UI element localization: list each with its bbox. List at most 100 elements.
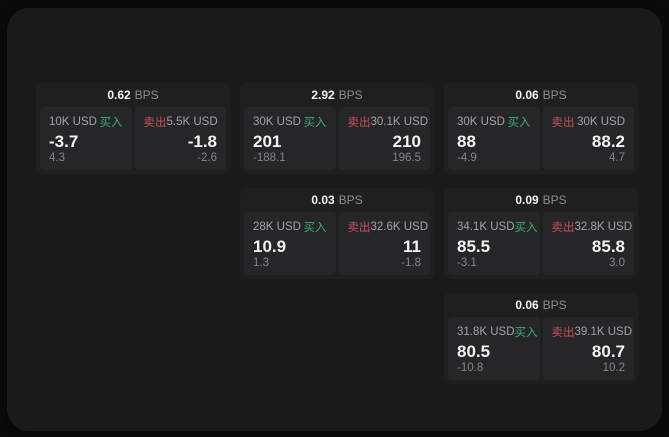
buy-label: 买入 — [514, 327, 538, 339]
bps-unit-label: BPS — [338, 193, 363, 207]
buy-label: 买入 — [99, 117, 123, 129]
card-header: 0.09 BPS — [444, 188, 638, 212]
sell-quote-panel[interactable]: 卖出 32.8K USD 85.8 3.0 — [542, 212, 634, 275]
card-header: 0.06 BPS — [444, 293, 638, 317]
sell-label: 卖出 — [347, 117, 371, 129]
buy-price: 85.5 — [457, 236, 491, 256]
buy-size: 30K USD — [457, 116, 505, 128]
buy-price: 10.9 — [253, 236, 287, 256]
sell-change: 3.0 — [609, 257, 625, 269]
buy-label: 买入 — [507, 117, 531, 129]
buy-quote-panel[interactable]: 30K USD 买入 88 -4.9 — [448, 107, 540, 170]
buy-label: 买入 — [514, 222, 538, 234]
buy-label: 买入 — [303, 117, 327, 129]
buy-label: 买入 — [303, 222, 327, 234]
card-header: 2.92 BPS — [240, 83, 434, 107]
sell-top-row: 卖出 5.5K USD — [144, 114, 218, 130]
quote-card[interactable]: 0.06 BPS 31.8K USD 买入 80.5 -10.8 卖出 39.1… — [444, 293, 638, 384]
card-body: 30K USD 买入 201 -188.1 卖出 30.1K USD 210 1… — [240, 107, 434, 174]
buy-quote-panel[interactable]: 30K USD 买入 201 -188.1 — [244, 107, 336, 170]
sell-label: 卖出 — [347, 222, 371, 234]
buy-top-row: 28K USD 买入 — [253, 219, 327, 235]
sell-size: 30.1K USD — [370, 116, 429, 128]
sell-quote-panel[interactable]: 卖出 30.1K USD 210 196.5 — [338, 107, 430, 170]
quote-card[interactable]: 0.06 BPS 30K USD 买入 88 -4.9 卖出 30K USD — [444, 83, 638, 174]
bps-value: 0.03 — [311, 193, 335, 207]
buy-change: -3.1 — [457, 257, 477, 269]
buy-top-row: 31.8K USD 买入 — [457, 324, 538, 340]
buy-quote-panel[interactable]: 34.1K USD 买入 85.5 -3.1 — [448, 212, 540, 275]
sell-change: -1.8 — [401, 257, 421, 269]
sell-quote-panel[interactable]: 卖出 39.1K USD 80.7 10.2 — [542, 317, 634, 380]
bps-value: 2.92 — [311, 88, 335, 102]
buy-size: 30K USD — [253, 116, 301, 128]
buy-size: 10K USD — [49, 116, 97, 128]
sell-size: 32.6K USD — [370, 221, 429, 233]
sell-top-row: 卖出 32.6K USD — [347, 219, 429, 235]
sell-change: 196.5 — [392, 152, 421, 164]
sell-top-row: 卖出 39.1K USD — [551, 324, 633, 340]
sell-change: 4.7 — [609, 152, 625, 164]
sell-label: 卖出 — [551, 222, 575, 234]
quote-card[interactable]: 2.92 BPS 30K USD 买入 201 -188.1 卖出 30.1K … — [240, 83, 434, 174]
card-body: 34.1K USD 买入 85.5 -3.1 卖出 32.8K USD 85.8… — [444, 212, 638, 279]
buy-quote-panel[interactable]: 31.8K USD 买入 80.5 -10.8 — [448, 317, 540, 380]
card-header: 0.06 BPS — [444, 83, 638, 107]
bps-unit-label: BPS — [134, 88, 159, 102]
card-header: 0.03 BPS — [240, 188, 434, 212]
bps-unit-label: BPS — [542, 193, 567, 207]
buy-price: 88 — [457, 131, 476, 151]
buy-change: -188.1 — [253, 152, 286, 164]
buy-change: 4.3 — [49, 152, 65, 164]
buy-quote-panel[interactable]: 10K USD 买入 -3.7 4.3 — [40, 107, 132, 170]
sell-quote-panel[interactable]: 卖出 32.6K USD 11 -1.8 — [338, 212, 430, 275]
sell-change: -2.6 — [197, 152, 217, 164]
card-header: 0.62 BPS — [36, 83, 230, 107]
sell-top-row: 卖出 30K USD — [552, 114, 626, 130]
sell-change: 10.2 — [602, 362, 625, 374]
card-body: 28K USD 买入 10.9 1.3 卖出 32.6K USD 11 -1.8 — [240, 212, 434, 279]
sell-quote-panel[interactable]: 卖出 30K USD 88.2 4.7 — [542, 107, 634, 170]
buy-price: -3.7 — [49, 131, 79, 151]
quote-card[interactable]: 0.09 BPS 34.1K USD 买入 85.5 -3.1 卖出 32.8K… — [444, 188, 638, 279]
card-body: 31.8K USD 买入 80.5 -10.8 卖出 39.1K USD 80.… — [444, 317, 638, 384]
sell-price: 85.8 — [591, 236, 625, 256]
bps-unit-label: BPS — [338, 88, 363, 102]
quote-cards-grid: 0.62 BPS 10K USD 买入 -3.7 4.3 卖出 5.5K USD — [36, 83, 638, 384]
buy-size: 34.1K USD — [457, 221, 515, 233]
sell-price: 11 — [403, 236, 421, 256]
buy-top-row: 34.1K USD 买入 — [457, 219, 538, 235]
sell-price: -1.8 — [187, 131, 217, 151]
card-body: 10K USD 买入 -3.7 4.3 卖出 5.5K USD -1.8 -2.… — [36, 107, 230, 174]
card-body: 30K USD 买入 88 -4.9 卖出 30K USD 88.2 4.7 — [444, 107, 638, 174]
buy-price: 80.5 — [457, 341, 491, 361]
sell-price: 88.2 — [591, 131, 625, 151]
buy-top-row: 10K USD 买入 — [49, 114, 123, 130]
sell-size: 32.8K USD — [574, 221, 633, 233]
bps-value: 0.06 — [515, 298, 539, 312]
buy-size: 31.8K USD — [457, 326, 515, 338]
sell-label: 卖出 — [551, 117, 575, 129]
bps-value: 0.09 — [515, 193, 539, 207]
buy-top-row: 30K USD 买入 — [253, 114, 327, 130]
sell-top-row: 卖出 30.1K USD — [347, 114, 429, 130]
bps-value: 0.62 — [107, 88, 131, 102]
quote-card[interactable]: 0.62 BPS 10K USD 买入 -3.7 4.3 卖出 5.5K USD — [36, 83, 230, 174]
buy-quote-panel[interactable]: 28K USD 买入 10.9 1.3 — [244, 212, 336, 275]
bps-unit-label: BPS — [542, 298, 567, 312]
sell-size: 39.1K USD — [574, 326, 633, 338]
sell-price: 80.7 — [591, 341, 625, 361]
quotes-panel: 0.62 BPS 10K USD 买入 -3.7 4.3 卖出 5.5K USD — [7, 8, 662, 431]
sell-top-row: 卖出 32.8K USD — [551, 219, 633, 235]
sell-price: 210 — [392, 131, 421, 151]
buy-size: 28K USD — [253, 221, 301, 233]
buy-change: -4.9 — [457, 152, 477, 164]
bps-value: 0.06 — [515, 88, 539, 102]
buy-change: -10.8 — [457, 362, 484, 374]
quote-card[interactable]: 0.03 BPS 28K USD 买入 10.9 1.3 卖出 32.6K US… — [240, 188, 434, 279]
sell-size: 30K USD — [577, 116, 625, 128]
sell-label: 卖出 — [551, 327, 575, 339]
sell-size: 5.5K USD — [166, 116, 218, 128]
sell-label: 卖出 — [143, 117, 167, 129]
sell-quote-panel[interactable]: 卖出 5.5K USD -1.8 -2.6 — [134, 107, 226, 170]
